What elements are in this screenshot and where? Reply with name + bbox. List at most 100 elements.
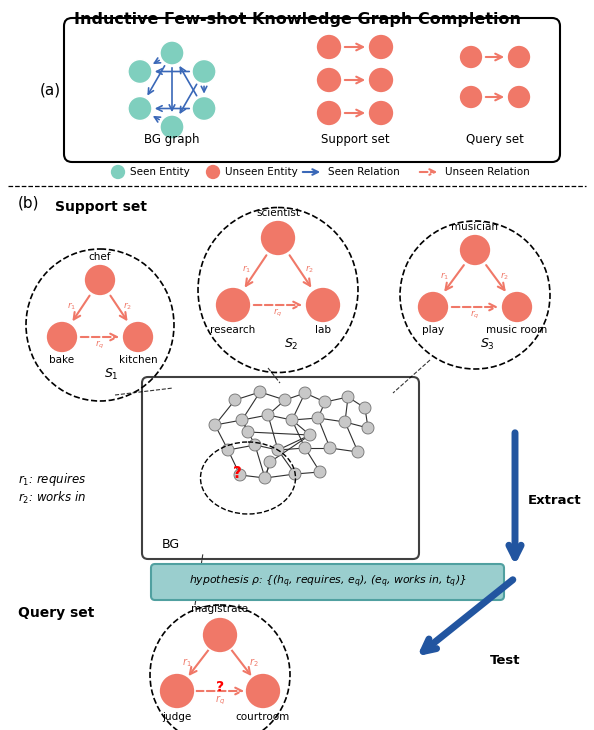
Circle shape [362,422,374,434]
Circle shape [316,67,342,93]
Circle shape [507,45,531,69]
Circle shape [342,391,354,403]
Text: courtroom: courtroom [236,712,290,722]
Circle shape [368,34,394,60]
Text: (a): (a) [39,82,61,98]
Text: play: play [422,325,444,335]
Circle shape [359,402,371,414]
Text: $r_1$: $r_1$ [67,301,77,312]
Text: $r_2$: $r_2$ [501,271,510,283]
Circle shape [160,41,184,65]
FancyBboxPatch shape [142,377,419,559]
FancyBboxPatch shape [64,18,560,162]
Circle shape [352,446,364,458]
Text: ?: ? [216,680,224,694]
Circle shape [316,100,342,126]
Text: kitchen: kitchen [119,355,157,365]
Circle shape [128,96,152,120]
Text: $r_1$: requires: $r_1$: requires [18,472,86,488]
Text: Unseen Entity: Unseen Entity [225,167,298,177]
Circle shape [205,164,221,180]
Circle shape [215,287,251,323]
Circle shape [259,472,271,484]
Circle shape [46,321,78,353]
Text: $r_2$: $r_2$ [124,301,132,312]
Circle shape [368,67,394,93]
Circle shape [160,115,184,139]
Circle shape [459,234,491,266]
Text: research: research [210,325,255,335]
Circle shape [417,291,449,323]
Text: $r_1$: $r_1$ [182,656,191,669]
Circle shape [507,85,531,109]
Circle shape [249,439,261,451]
Circle shape [304,429,316,441]
Circle shape [459,45,483,69]
Circle shape [236,414,248,426]
Text: Query set: Query set [18,606,94,620]
Circle shape [305,287,341,323]
Circle shape [314,466,326,478]
Circle shape [254,386,266,398]
Text: judge: judge [162,712,192,722]
Circle shape [242,426,254,438]
Text: Seen Entity: Seen Entity [130,167,189,177]
Text: Unseen Relation: Unseen Relation [445,167,530,177]
Circle shape [286,414,298,426]
Circle shape [192,96,216,120]
Text: hypothesis $\rho$: {($h_q$, requires, $e_q$), ($e_q$, works in, $t_q$)}: hypothesis $\rho$: {($h_q$, requires, $e… [189,574,466,590]
Text: $r_2$: $r_2$ [305,264,314,275]
Circle shape [159,673,195,709]
Circle shape [279,394,291,406]
Circle shape [339,416,351,428]
Text: $r_2$: $r_2$ [249,656,258,669]
Text: Query set: Query set [466,133,524,146]
Text: Seen Relation: Seen Relation [328,167,400,177]
Circle shape [262,409,274,421]
Text: ?: ? [233,466,241,480]
Text: $r_q$: $r_q$ [215,694,225,707]
Circle shape [316,34,342,60]
Circle shape [319,396,331,408]
Circle shape [229,394,241,406]
Text: $r_1$: $r_1$ [440,271,450,283]
Circle shape [368,100,394,126]
Circle shape [84,264,116,296]
Text: BG: BG [162,537,180,550]
Text: Inductive Few-shot Knowledge Graph Completion: Inductive Few-shot Knowledge Graph Compl… [74,12,520,27]
Circle shape [245,673,281,709]
Text: Support set: Support set [321,133,389,146]
Circle shape [110,164,126,180]
Circle shape [234,469,246,481]
Circle shape [324,442,336,454]
Text: music room: music room [486,325,548,335]
Circle shape [272,444,284,456]
Text: $r_q$: $r_q$ [95,339,105,351]
Text: Test: Test [490,653,520,666]
Circle shape [264,456,276,468]
Text: Support set: Support set [55,200,147,214]
Text: $r_q$: $r_q$ [470,309,480,321]
Text: Extract: Extract [528,493,582,507]
Circle shape [192,60,216,83]
Circle shape [209,419,221,431]
Text: bake: bake [49,355,75,365]
Circle shape [122,321,154,353]
Text: magistrate: magistrate [191,604,248,614]
Circle shape [312,412,324,424]
Circle shape [128,60,152,83]
FancyBboxPatch shape [151,564,504,600]
Text: $S_1$: $S_1$ [104,367,119,382]
Circle shape [260,220,296,256]
Text: lab: lab [315,325,331,335]
Text: $S_3$: $S_3$ [480,337,495,352]
Text: $S_2$: $S_2$ [284,337,299,352]
Circle shape [299,387,311,399]
Text: BG graph: BG graph [144,133,200,146]
Circle shape [501,291,533,323]
Circle shape [222,444,234,456]
Text: scientist: scientist [256,208,300,218]
Circle shape [459,85,483,109]
Text: $r_q$: $r_q$ [273,307,283,319]
Text: musician: musician [451,222,498,232]
